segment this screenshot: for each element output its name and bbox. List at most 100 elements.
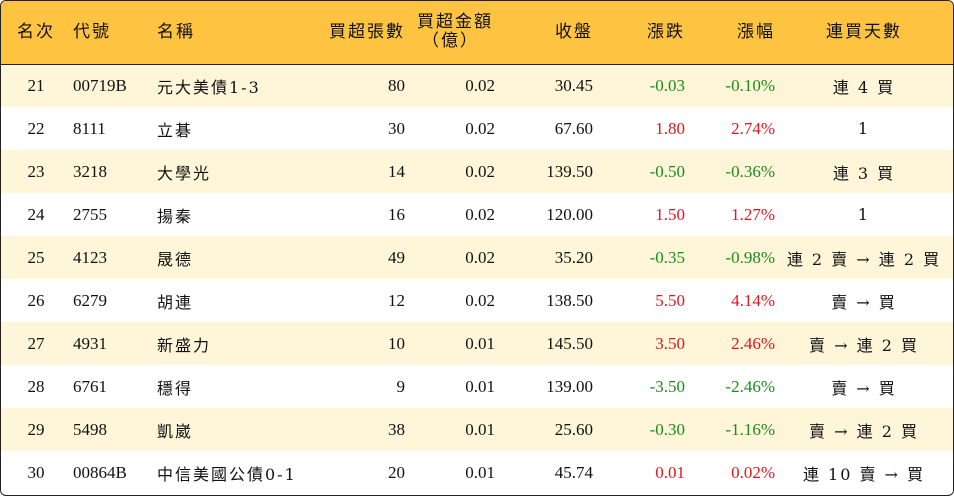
buy-lots-cell: 20 bbox=[388, 462, 405, 482]
table-row[interactable]: 29 5498 凱崴 38 0.01 25.60 -0.30 -1.16% 賣 → 連 2 買 bbox=[1, 408, 953, 451]
pct-cell: -0.10% bbox=[685, 63, 775, 107]
change-cell: 3.50 bbox=[655, 333, 685, 353]
streak-cell: 連 4 買 bbox=[775, 63, 953, 107]
streak-cell: 賣 → 買 bbox=[831, 378, 897, 398]
streak-cell: 賣 → 連 2 買 bbox=[809, 421, 919, 441]
streak-cell: 賣 → 連 2 買 bbox=[809, 335, 919, 355]
header-buy-amount-line1: 買超金額 bbox=[417, 12, 493, 33]
change-cell: 1.80 bbox=[655, 118, 685, 138]
table-row[interactable]: 30 00864B 中信美國公債0-1 20 0.01 45.74 0.01 0.02% 連 1… bbox=[1, 451, 953, 494]
close-cell: 67.60 bbox=[554, 118, 593, 138]
close-cell: 145.50 bbox=[546, 333, 593, 353]
change-cell: -0.30 bbox=[649, 419, 685, 439]
change-cell: -3.50 bbox=[649, 376, 685, 396]
table-row[interactable]: 24 2755 揚秦 16 0.02 120.00 1.50 1.27% 1 bbox=[1, 193, 953, 236]
change-cell: -0.35 bbox=[649, 247, 685, 267]
code-cell: 2755 bbox=[73, 204, 107, 224]
buy-lots-cell: 12 bbox=[388, 290, 405, 310]
name-cell: 立碁 bbox=[157, 120, 194, 140]
streak-cell: 連 3 買 bbox=[832, 163, 896, 183]
header-pct[interactable]: 漲幅 bbox=[737, 21, 775, 42]
rank-cell: 25 bbox=[27, 247, 45, 267]
header-name[interactable]: 名稱 bbox=[157, 21, 195, 42]
streak-cell: 1 bbox=[857, 119, 871, 138]
code-cell: 00719B bbox=[71, 63, 155, 107]
pct-cell: 4.14% bbox=[731, 290, 775, 310]
streak-cell: 1 bbox=[857, 205, 871, 224]
pct-cell: 0.02% bbox=[731, 462, 775, 482]
rank-cell: 27 bbox=[27, 333, 45, 353]
code-cell: 6279 bbox=[73, 290, 107, 310]
buy-lots-cell: 16 bbox=[388, 204, 405, 224]
name-cell: 晟德 bbox=[157, 249, 194, 269]
pct-cell: -0.36% bbox=[725, 161, 775, 181]
buy-lots-cell: 38 bbox=[388, 419, 405, 439]
buy-lots-cell: 14 bbox=[388, 161, 405, 181]
rank-cell: 24 bbox=[27, 204, 45, 224]
code-cell: 00864B bbox=[73, 462, 127, 482]
name-cell: 中信美國公債0-1 bbox=[157, 464, 297, 484]
header-streak[interactable]: 連買天數 bbox=[826, 21, 902, 42]
buy-amount-cell: 0.02 bbox=[465, 247, 495, 267]
streak-cell: 連 2 賣 → 連 2 買 bbox=[786, 249, 942, 269]
pct-cell: -1.16% bbox=[725, 419, 775, 439]
header-close[interactable]: 收盤 bbox=[555, 21, 593, 42]
change-cell: -0.03 bbox=[593, 63, 685, 107]
pct-cell: -0.98% bbox=[725, 247, 775, 267]
name-cell: 穩得 bbox=[157, 378, 194, 398]
pct-cell: 2.74% bbox=[731, 118, 775, 138]
close-cell: 35.20 bbox=[554, 247, 593, 267]
table-row[interactable]: 25 4123 晟德 49 0.02 35.20 -0.35 -0.98% 連 2 賣 → 連 … bbox=[1, 236, 953, 279]
name-cell: 元大美債1-3 bbox=[155, 63, 315, 107]
code-cell: 8111 bbox=[73, 118, 106, 138]
buy-amount-cell: 0.01 bbox=[465, 333, 495, 353]
rank-cell: 23 bbox=[27, 161, 45, 181]
table-row[interactable]: 21 00719B 元大美債1-3 80 0.02 30.45 -0.03 -0.10% 連 4… bbox=[1, 63, 953, 107]
rank-cell: 21 bbox=[1, 63, 71, 107]
code-cell: 4931 bbox=[73, 333, 107, 353]
header-code[interactable]: 代號 bbox=[73, 21, 111, 42]
close-cell: 139.00 bbox=[546, 376, 593, 396]
rank-cell: 30 bbox=[27, 462, 45, 482]
code-cell: 4123 bbox=[73, 247, 107, 267]
buy-amount-cell: 0.02 bbox=[465, 290, 495, 310]
close-cell: 25.60 bbox=[554, 419, 593, 439]
change-cell: -0.50 bbox=[649, 161, 685, 181]
change-cell: 5.50 bbox=[655, 290, 685, 310]
rank-cell: 26 bbox=[27, 290, 45, 310]
table-row[interactable]: 22 8111 立碁 30 0.02 67.60 1.80 2.74% 1 bbox=[1, 107, 953, 150]
table-row[interactable]: 23 3218 大學光 14 0.02 139.50 -0.50 -0.36% 連 3 買 bbox=[1, 150, 953, 193]
buy-amount-cell: 0.02 bbox=[465, 118, 495, 138]
change-cell: 0.01 bbox=[655, 462, 685, 482]
header-rank[interactable]: 名次 bbox=[17, 21, 55, 42]
close-cell: 30.45 bbox=[503, 63, 593, 107]
rank-cell: 28 bbox=[27, 376, 45, 396]
buy-amount-cell: 0.01 bbox=[465, 376, 495, 396]
buy-lots-cell: 49 bbox=[388, 247, 405, 267]
close-cell: 139.50 bbox=[546, 161, 593, 181]
name-cell: 揚秦 bbox=[157, 206, 194, 226]
buy-amount-cell: 0.01 bbox=[465, 462, 495, 482]
table-row[interactable]: 27 4931 新盛力 10 0.01 145.50 3.50 2.46% 賣 → 連 2 買 bbox=[1, 322, 953, 365]
rank-cell: 29 bbox=[27, 419, 45, 439]
close-cell: 120.00 bbox=[546, 204, 593, 224]
name-cell: 新盛力 bbox=[157, 335, 212, 355]
table-header-row: 名次 代號 名稱 買超張數 買超金額 （億） 收盤 漲跌 漲幅 連買天數 bbox=[1, 1, 953, 64]
pct-cell: 2.46% bbox=[731, 333, 775, 353]
streak-cell: 賣 → 買 bbox=[831, 292, 897, 312]
buy-lots-cell: 80 bbox=[315, 63, 405, 107]
name-cell: 凱崴 bbox=[157, 421, 194, 441]
table-row[interactable]: 26 6279 胡連 12 0.02 138.50 5.50 4.14% 賣 → 買 bbox=[1, 279, 953, 322]
header-buy-amount[interactable]: 買超金額 （億） bbox=[405, 1, 503, 64]
buy-amount-cell: 0.01 bbox=[465, 419, 495, 439]
buy-lots-cell: 10 bbox=[388, 333, 405, 353]
table-row[interactable]: 28 6761 穩得 9 0.01 139.00 -3.50 -2.46% 賣 → 買 bbox=[1, 365, 953, 408]
header-change[interactable]: 漲跌 bbox=[647, 21, 685, 42]
pct-cell: -2.46% bbox=[725, 376, 775, 396]
code-cell: 5498 bbox=[73, 419, 107, 439]
header-buy-lots[interactable]: 買超張數 bbox=[329, 21, 405, 42]
buy-amount-cell: 0.02 bbox=[465, 161, 495, 181]
rank-cell: 22 bbox=[27, 118, 45, 138]
